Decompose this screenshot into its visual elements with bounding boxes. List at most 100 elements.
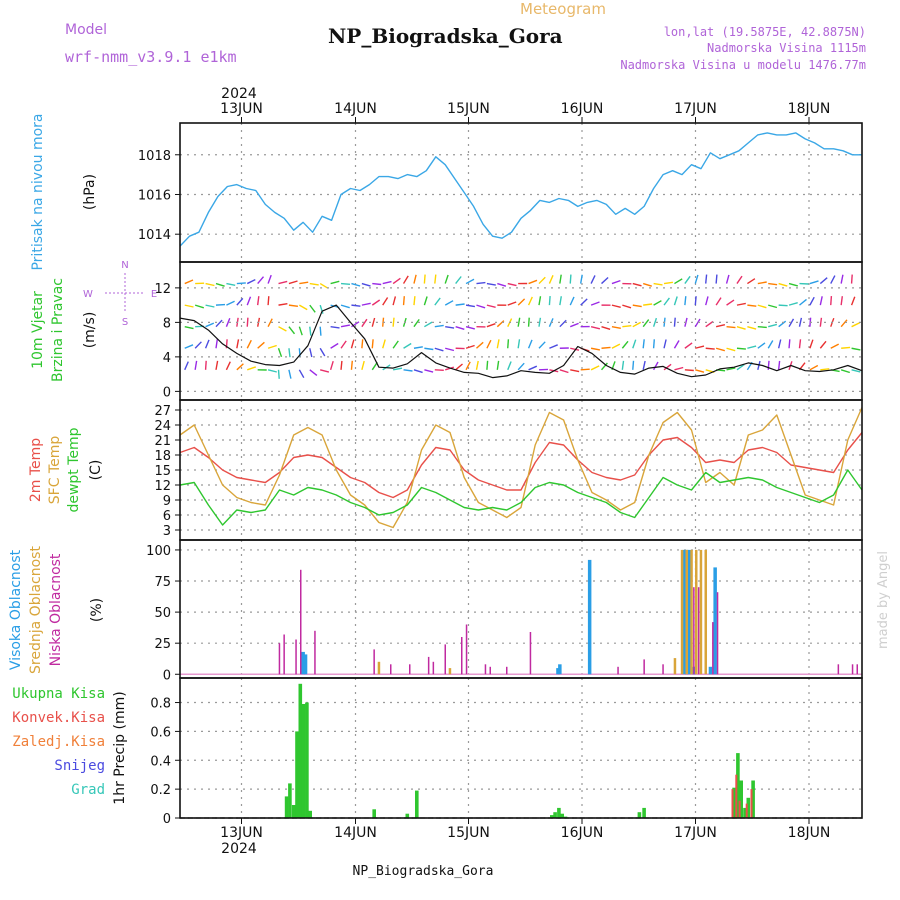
x-tick-label-top: 13JUN bbox=[220, 101, 263, 117]
wind-vector bbox=[673, 340, 680, 349]
wind-vector bbox=[340, 360, 343, 370]
wind-vector bbox=[246, 296, 252, 306]
wind-vector bbox=[319, 282, 329, 289]
y-tick-label: 75 bbox=[154, 575, 171, 590]
wind-vector bbox=[402, 296, 405, 306]
cloud-bar-high bbox=[556, 668, 560, 675]
cloud-bar-mid bbox=[673, 658, 677, 675]
wind-vector bbox=[361, 339, 364, 349]
x-tick-label-bottom: 15JUN bbox=[447, 825, 490, 841]
wind-vector bbox=[361, 302, 371, 306]
legend-snow: Snijeg bbox=[54, 758, 105, 774]
x-tick-label-top: 17JUN bbox=[674, 101, 717, 117]
wind-vector bbox=[371, 317, 376, 327]
wind-vector bbox=[767, 360, 770, 370]
precip-bar-total bbox=[739, 780, 743, 818]
x-tick-label-top: 16JUN bbox=[561, 101, 604, 117]
wind-vector bbox=[653, 361, 659, 371]
bottom-year-label: 2024 bbox=[221, 841, 257, 857]
wind-vector bbox=[768, 323, 778, 328]
x-tick-label-bottom: 14JUN bbox=[334, 825, 377, 841]
wind-vector bbox=[569, 322, 579, 328]
wind-vector bbox=[694, 296, 697, 306]
y-tick-label: 100 bbox=[146, 544, 171, 559]
cloud-bar-high bbox=[303, 654, 308, 675]
wind-vector bbox=[236, 363, 244, 371]
wind-vector bbox=[361, 360, 365, 370]
precip-bar-total bbox=[308, 810, 312, 818]
wind-vector bbox=[361, 318, 368, 328]
wind-vector bbox=[497, 282, 507, 287]
wind-vector bbox=[246, 278, 256, 285]
wind-vector bbox=[850, 296, 856, 306]
wind-vector bbox=[496, 360, 500, 370]
cloud-bar-mid bbox=[704, 549, 707, 675]
y-tick-label: 0 bbox=[163, 668, 171, 683]
cloud-bar-high bbox=[587, 559, 592, 675]
wind-vector bbox=[299, 281, 309, 285]
wind-vector bbox=[465, 361, 471, 371]
wind-vector bbox=[840, 369, 851, 374]
wind-vector bbox=[850, 274, 853, 284]
wind-vector bbox=[434, 324, 444, 328]
y-tick-label: 12 bbox=[154, 479, 171, 494]
wind-vector bbox=[278, 326, 287, 332]
wind-vector bbox=[486, 323, 496, 328]
wind-vector bbox=[653, 300, 662, 306]
wind-vector bbox=[465, 304, 476, 308]
wind-vector bbox=[517, 339, 521, 349]
wind-vector bbox=[674, 278, 683, 285]
wind-vector bbox=[330, 342, 339, 349]
y-tick-label: 12 bbox=[154, 282, 171, 297]
precip-bar-total bbox=[557, 807, 561, 818]
y-tick-label: 0.6 bbox=[150, 725, 171, 740]
y-tick-label: 24 bbox=[154, 419, 171, 434]
wind-vector bbox=[663, 281, 673, 285]
y-tick-label: 18 bbox=[154, 449, 171, 464]
wind-vector bbox=[527, 296, 533, 306]
wind-vector bbox=[590, 326, 601, 330]
wind-vector bbox=[340, 304, 350, 309]
wind-vector bbox=[277, 348, 283, 358]
wind-vector bbox=[798, 317, 803, 327]
wind-vector bbox=[611, 343, 621, 349]
wind-vector bbox=[236, 297, 244, 306]
wind-vector bbox=[590, 365, 600, 371]
pressure-axis-title: Pritisak na nivou mora bbox=[30, 113, 46, 270]
wind-vector bbox=[486, 360, 489, 370]
wind-vector bbox=[340, 340, 347, 349]
wind-vector bbox=[278, 303, 288, 306]
wind-vector bbox=[621, 340, 629, 349]
wind-vector bbox=[747, 304, 757, 307]
wind-vector bbox=[652, 317, 658, 327]
wind-vector bbox=[403, 369, 413, 372]
precip-bar-total bbox=[637, 812, 642, 818]
wind-vector bbox=[736, 326, 746, 330]
x-tick-label-top: 15JUN bbox=[447, 101, 490, 117]
precip-axis-title: 1hr Precip (mm) bbox=[112, 691, 128, 804]
cloud-bar-low bbox=[373, 649, 375, 675]
wind-vector bbox=[632, 321, 642, 328]
temperature-unit-label: (C) bbox=[88, 460, 104, 481]
wind-vector bbox=[246, 317, 249, 327]
wind-vector bbox=[507, 282, 517, 287]
y-tick-label: 27 bbox=[154, 404, 171, 419]
wind-vector bbox=[444, 300, 454, 306]
y-tick-label: 0.4 bbox=[150, 754, 171, 769]
wind-vector bbox=[538, 276, 546, 285]
cloud-axis-title: Visoka Oblacnost bbox=[8, 549, 24, 670]
wind-vector bbox=[204, 339, 210, 349]
wind-vector bbox=[413, 369, 423, 374]
wind-vector bbox=[215, 339, 218, 349]
precip-bar-total bbox=[736, 753, 740, 818]
wind-speed-line bbox=[179, 304, 863, 379]
wind-vector bbox=[757, 360, 761, 370]
wind-vector bbox=[799, 298, 807, 306]
temperature-axis-title: SFC Temp bbox=[47, 436, 63, 505]
wind-vector bbox=[705, 347, 715, 350]
wind-vector bbox=[726, 367, 736, 371]
watermark: made by Angel bbox=[876, 551, 891, 649]
cloud-bar-mid bbox=[685, 549, 688, 675]
wind-vector bbox=[205, 282, 215, 287]
precip-bar-total bbox=[305, 702, 309, 818]
